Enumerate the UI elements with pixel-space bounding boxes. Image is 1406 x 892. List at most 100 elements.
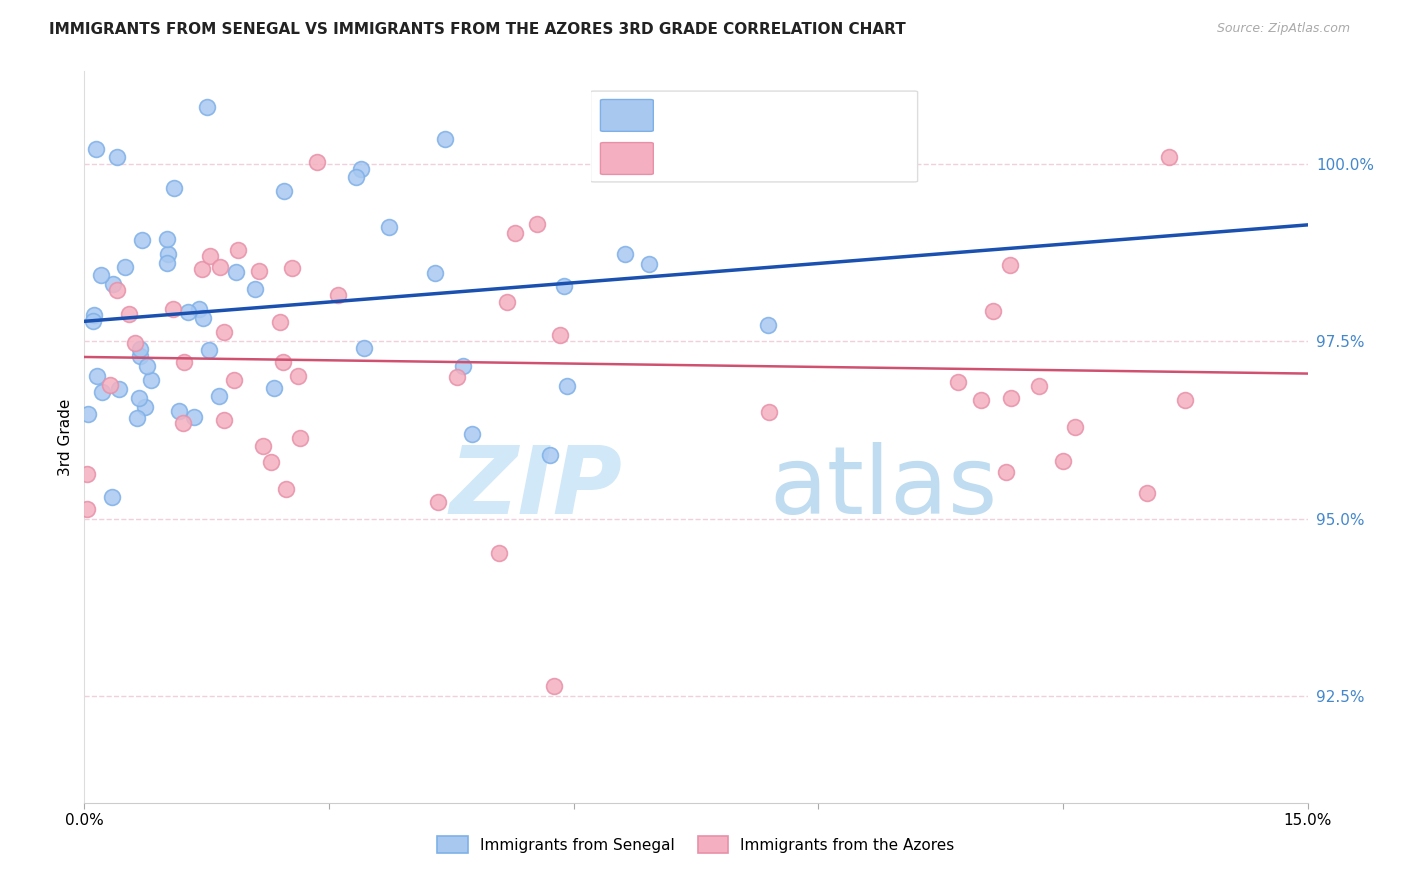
Point (100, 378, 122, 392)
Point (228, 243, 250, 257)
Point (162, 301, 184, 316)
Point (172, 416, 194, 430)
Point (589, 115, 612, 129)
Point (129, 349, 152, 363)
Point (76, 467, 98, 481)
Point (177, 304, 200, 318)
Point (128, 342, 150, 356)
Point (195, 100, 218, 114)
Point (76, 502, 98, 516)
Point (187, 301, 209, 316)
Point (269, 315, 291, 329)
Text: Source: ZipAtlas.com: Source: ZipAtlas.com (1216, 22, 1350, 36)
Point (557, 379, 579, 393)
Point (425, 266, 447, 280)
Point (1157, 150, 1180, 164)
Point (90, 385, 112, 400)
Point (197, 343, 219, 357)
Point (378, 219, 401, 234)
Point (243, 282, 266, 296)
Point (156, 256, 179, 270)
Point (1052, 453, 1074, 467)
Point (252, 439, 274, 453)
Point (225, 265, 247, 279)
Point (83, 308, 105, 322)
Point (998, 258, 1021, 272)
Point (350, 162, 373, 177)
Point (1136, 486, 1159, 500)
Point (496, 295, 519, 310)
Point (101, 277, 124, 291)
Point (290, 431, 312, 445)
Point (505, 226, 527, 240)
Point (970, 392, 993, 407)
FancyBboxPatch shape (600, 100, 654, 131)
Point (446, 369, 468, 384)
Point (548, 328, 571, 343)
Point (247, 264, 270, 278)
Point (118, 307, 141, 321)
Point (995, 465, 1018, 479)
Point (526, 218, 548, 232)
Point (157, 247, 180, 261)
Point (207, 389, 229, 403)
Point (214, 325, 236, 339)
Text: IMMIGRANTS FROM SENEGAL VS IMMIGRANTS FROM THE AZORES 3RD GRADE CORRELATION CHAR: IMMIGRANTS FROM SENEGAL VS IMMIGRANTS FR… (49, 22, 905, 37)
Point (1063, 420, 1085, 434)
Point (86, 368, 108, 383)
Point (353, 341, 375, 355)
Point (427, 495, 450, 509)
Point (86, 142, 108, 156)
Point (114, 260, 136, 275)
Point (105, 150, 128, 164)
Point (124, 335, 146, 350)
Point (328, 288, 350, 302)
FancyBboxPatch shape (591, 91, 918, 182)
Point (1000, 391, 1022, 405)
Point (946, 375, 969, 389)
Point (451, 359, 474, 373)
Point (263, 381, 285, 395)
Point (273, 184, 295, 198)
Point (305, 154, 328, 169)
Y-axis label: 3rd Grade: 3rd Grade (58, 399, 73, 475)
Point (198, 249, 221, 263)
Point (128, 391, 150, 405)
Point (162, 181, 184, 195)
Text: ZIP: ZIP (450, 442, 623, 534)
Point (156, 231, 179, 245)
Point (280, 260, 302, 275)
Point (82, 313, 104, 327)
Point (191, 262, 214, 277)
Point (543, 679, 565, 693)
Point (209, 260, 232, 274)
Point (276, 482, 298, 496)
Point (981, 304, 1004, 318)
Point (134, 400, 156, 414)
Text: N =  51: N = 51 (806, 106, 869, 124)
Point (127, 410, 149, 425)
Point (131, 233, 153, 247)
Text: N =  49: N = 49 (806, 150, 869, 168)
Point (222, 372, 245, 386)
Point (638, 257, 661, 271)
Point (259, 455, 281, 469)
Point (139, 373, 162, 387)
Point (758, 405, 780, 419)
Point (1174, 392, 1197, 407)
Legend: Immigrants from Senegal, Immigrants from the Azores: Immigrants from Senegal, Immigrants from… (430, 828, 962, 861)
Point (183, 410, 205, 425)
Point (90, 268, 112, 282)
Point (538, 448, 561, 462)
Point (135, 359, 157, 373)
Point (815, 108, 838, 122)
Text: R =  0.248: R = 0.248 (666, 106, 755, 124)
Point (1028, 379, 1050, 393)
Point (193, 311, 215, 326)
Text: atlas: atlas (769, 442, 998, 534)
Point (433, 132, 456, 146)
Point (212, 413, 235, 427)
Point (100, 491, 122, 505)
Point (346, 170, 368, 185)
FancyBboxPatch shape (600, 143, 654, 175)
